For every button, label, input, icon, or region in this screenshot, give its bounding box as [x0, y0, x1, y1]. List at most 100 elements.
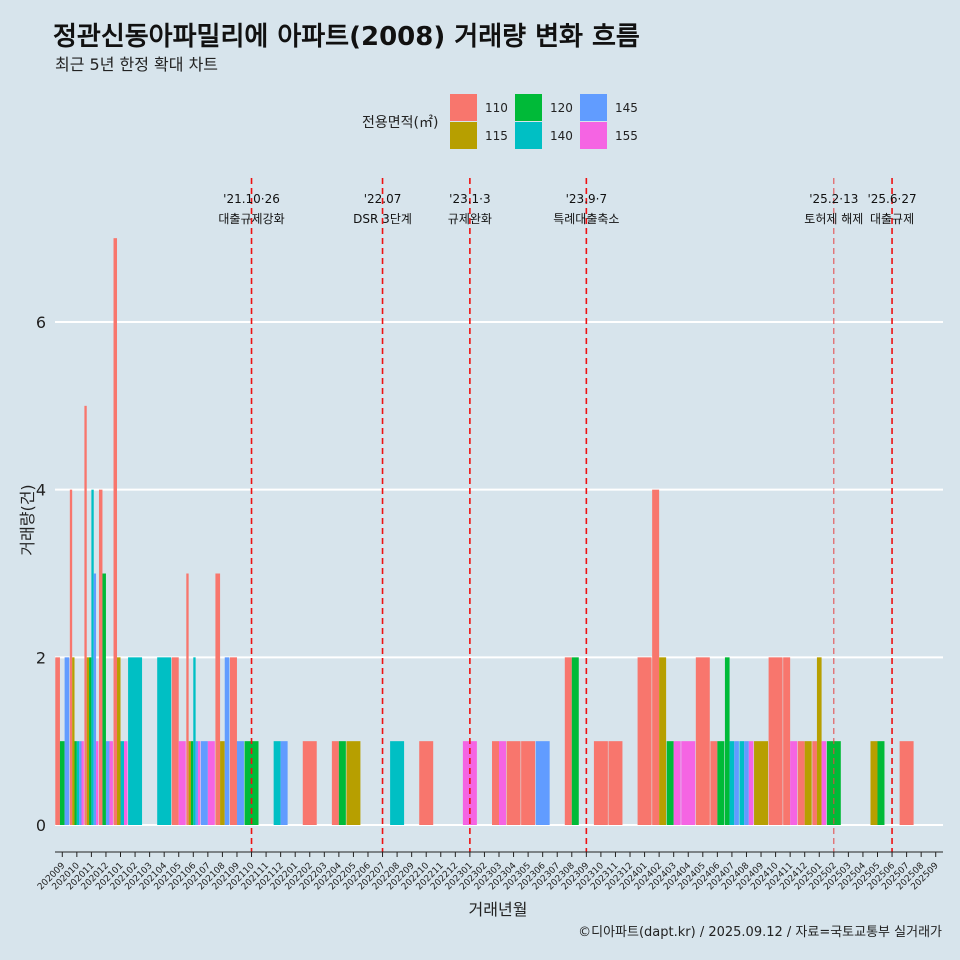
bar-202106-155	[197, 741, 201, 825]
bar-202108-145	[224, 657, 230, 825]
bar-202311-110	[608, 741, 623, 825]
legend-label-140: 140	[550, 129, 573, 143]
bar-202010-120	[74, 741, 77, 825]
bar-202011-120	[89, 657, 92, 825]
bar-202407-145	[734, 741, 739, 825]
bar-202407-120	[724, 657, 730, 825]
bar-202011-155	[96, 741, 99, 825]
bar-202501-110	[812, 741, 817, 825]
bar-202105-155	[178, 741, 186, 825]
bar-202406-120	[717, 741, 725, 825]
event-date-label: '25.2·13	[809, 192, 858, 206]
y-axis-ticks: 0 2 4 6	[36, 313, 46, 835]
event-date-label: '22.07	[364, 192, 402, 206]
bar-202009-110	[55, 657, 60, 825]
event-date-label: '21.10·26	[223, 192, 280, 206]
bar-202009-120	[59, 741, 65, 825]
bar-202011-140	[91, 489, 94, 825]
event-name-label: 규제완화	[448, 212, 492, 226]
bar-202107-155	[207, 741, 215, 825]
bar-202501-115	[816, 657, 822, 825]
bar-202412-115	[804, 741, 812, 825]
event-date-label: '25.6·27	[867, 192, 916, 206]
bar-202401-110	[637, 657, 652, 825]
bar-202404-155	[681, 741, 696, 825]
bar-202403-120	[666, 741, 674, 825]
legend-swatch-145	[580, 94, 607, 121]
bar-202106-110	[186, 573, 189, 825]
bar-202010-155	[81, 741, 84, 825]
plot-area: 0 2 4 6 '21.10·26 대출규제강화 '22.07 DSR 3단계 '23.1·3…	[36, 178, 943, 892]
bar-202304-110	[506, 741, 521, 825]
legend-title: 전용면적(㎡)	[362, 115, 438, 131]
bar-202411-110	[783, 657, 791, 825]
event-name-label: 대출규제	[870, 212, 914, 226]
bar-202012-145	[105, 741, 110, 825]
bar-202109-145	[236, 741, 244, 825]
bar-202208-140	[390, 741, 405, 825]
bar-202303-155	[499, 741, 506, 825]
bar-202306-145	[535, 741, 550, 825]
bar-202106-140	[193, 657, 196, 825]
bar-202010-145	[79, 741, 82, 825]
bar-202107-145	[200, 741, 208, 825]
bar-202303-110	[492, 741, 499, 825]
bar-202011-110	[84, 405, 87, 825]
bar-202405-110	[695, 657, 710, 825]
legend-swatch-115	[450, 122, 477, 149]
bar-202011-115	[86, 657, 90, 825]
event-date-label: '23.9·7	[566, 192, 607, 206]
bar-202106-145	[195, 741, 198, 825]
bar-202012-155	[109, 741, 113, 825]
legend-label-145: 145	[615, 101, 638, 115]
chart-subtitle: 최근 5년 한정 확대 차트	[55, 55, 218, 74]
event-name-label: 특례대출축소	[553, 212, 619, 226]
bar-202210-110	[419, 741, 434, 825]
bar-202108-110	[215, 573, 221, 825]
y-tick-label: 2	[36, 648, 46, 667]
bar-202501-155	[821, 741, 827, 825]
y-axis-title: 거래량(건)	[18, 484, 37, 555]
legend-label-110: 110	[485, 101, 508, 115]
bar-202012-110	[98, 489, 103, 825]
event-name-label: 토허제 해제	[804, 212, 863, 226]
bar-202112-140	[273, 741, 281, 825]
bar-202010-115	[72, 657, 75, 825]
bars	[55, 238, 914, 825]
bar-202411-155	[790, 741, 798, 825]
bar-202104-140	[157, 657, 172, 825]
legend-swatch-110	[450, 94, 477, 121]
bar-202406-110	[710, 741, 718, 825]
event-name-label: 대출규제강화	[218, 212, 284, 226]
x-axis-title: 거래년월	[469, 900, 528, 919]
legend-swatch-120	[515, 94, 542, 121]
bar-202102-140	[128, 657, 143, 825]
bar-202412-110	[797, 741, 805, 825]
bar-202106-115	[188, 741, 191, 825]
bar-202408-140	[739, 741, 745, 825]
bar-202101-140	[120, 741, 125, 825]
y-tick-label: 0	[36, 816, 46, 835]
legend: 전용면적(㎡) 110 115 120 140 145 155	[362, 94, 638, 149]
bar-202408-155	[748, 741, 754, 825]
bar-202408-145	[744, 741, 749, 825]
bar-202402-115	[659, 657, 667, 825]
bar-202109-110	[229, 657, 237, 825]
bar-202507-110	[899, 741, 914, 825]
bar-202305-110	[521, 741, 536, 825]
bar-202505-120	[877, 741, 885, 825]
bar-202101-155	[124, 741, 128, 825]
bar-202108-115	[220, 741, 225, 825]
x-axis: 2020092020102020112020122021012021022021…	[36, 851, 943, 892]
bar-202009-145	[64, 657, 70, 825]
legend-label-120: 120	[550, 101, 573, 115]
legend-label-155: 155	[615, 129, 638, 143]
bar-202101-110	[113, 238, 118, 825]
event-lines: '21.10·26 대출규제강화 '22.07 DSR 3단계 '23.1·3 규제완화 '…	[218, 178, 917, 852]
bar-202407-140	[729, 741, 735, 825]
bar-202106-120	[190, 741, 194, 825]
bar-202010-140	[76, 741, 80, 825]
bar-202204-110	[331, 741, 339, 825]
bar-202112-145	[280, 741, 288, 825]
